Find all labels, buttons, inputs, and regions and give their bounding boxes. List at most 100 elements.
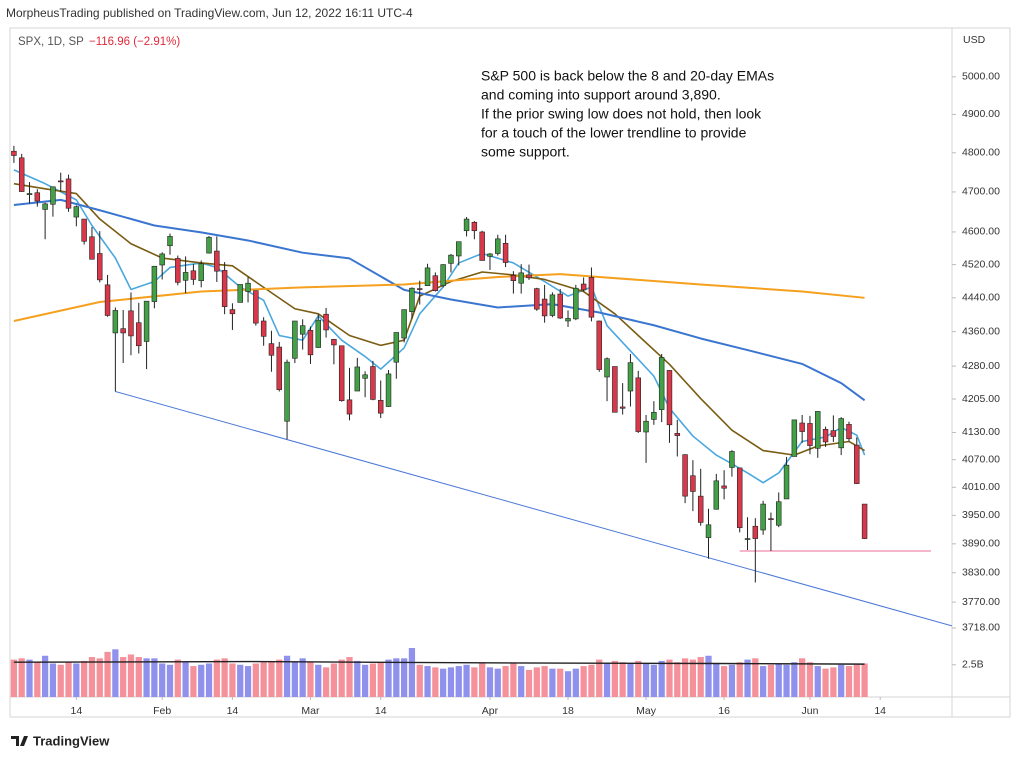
candle-body [573,287,579,320]
candle-body [658,357,665,410]
volume-bar [783,664,790,697]
volume-bar [455,666,462,697]
volume-bar [18,658,25,697]
candle-body [229,309,236,315]
volume-bar [658,660,665,697]
candle-body [463,218,470,232]
x-tick-label: 18 [562,705,574,717]
volume-bar [299,658,306,697]
volume-bar [666,659,673,697]
volume-bar [393,658,400,697]
candle-body [97,253,103,281]
volume-bar [681,658,689,697]
candle-body [596,320,602,370]
volume-bar [174,659,181,697]
volume-bar [361,664,369,697]
volume-bar [143,658,150,697]
volume-bar [41,655,49,697]
volume-bar [268,660,275,697]
candle-body [830,430,837,437]
volume-bar [720,666,728,697]
volume-bar [229,663,236,697]
candle-body [151,265,158,302]
volume-bar [611,660,618,697]
candle-body [299,325,306,335]
volume-bar [674,662,681,697]
candle-body [744,538,751,540]
volume-bar [221,658,228,697]
candle-body [760,503,766,531]
volume-bar [572,668,579,697]
candle-body [565,318,571,322]
volume-bar [276,659,283,697]
y-tick-label: 3830.00 [962,567,1000,579]
volume-average [13,660,865,665]
x-tick-label: Jun [801,705,818,717]
y-tick-label: 4130.00 [962,426,1000,438]
candle-body [697,495,704,523]
volume-bar [580,666,587,697]
y-tick-label: 4800.00 [962,147,1000,159]
candle-body [401,309,407,339]
volume-bar [627,663,634,697]
brand-logo: TradingView [11,733,110,748]
candle-body [73,206,80,218]
candle-body [409,287,415,312]
candle-body [448,254,454,264]
candle-body [34,192,41,202]
volume-bar [205,663,213,697]
candle-body [120,328,126,334]
x-tick-label: May [636,705,657,717]
candle-body [619,406,626,409]
candle-body [674,433,681,436]
x-tick-label: 14 [227,705,239,717]
candle-body [526,274,532,279]
volume-bar [213,659,220,697]
volume-bar [346,657,353,697]
x-tick-label: 14 [70,705,82,717]
volume-bar [502,666,509,697]
volume-bar [260,662,267,697]
volume-bar [494,668,501,697]
brand-name: TradingView [33,733,110,748]
volume-bar [557,668,564,697]
axes: 14 Feb 14 Mar 14 Apr 18 May 16 Jun 14 2.5B 5000.00 49… [70,71,1000,717]
candle-body [112,310,119,334]
volume-bar [619,662,626,697]
y-tick-label: 4010.00 [962,481,1000,493]
volume-bar [752,658,759,697]
volume-bar [96,658,103,697]
volume-bar [799,658,806,697]
candle-body [338,345,345,402]
candle-body [838,418,844,449]
volume-bar [845,666,853,697]
volume-bar [533,667,540,697]
note-line: for a touch of the lower trendline to pr… [481,125,747,141]
volume-bar [564,671,572,697]
y-tick-label: 4205.00 [962,393,1000,405]
candle-body [440,264,446,286]
volume-bar [73,663,80,697]
candle-body [776,501,782,526]
candle-body [393,332,400,363]
candle-body [362,374,368,379]
volume-bar [775,663,782,697]
candle-body [549,294,556,316]
volume-bar [416,664,423,697]
y-tick-label: 4070.00 [962,453,1000,465]
candle-body [604,358,610,378]
volume-bar [385,659,392,697]
candle-body [315,319,321,348]
y-tick-label: 3950.00 [962,509,1000,521]
note-line: some support. [481,144,570,160]
candle-body [635,377,641,432]
volume-bar [104,651,111,697]
volume-bar [432,667,439,697]
volume-bar [767,664,775,697]
annotation: S&P 500 is back below the 8 and 20-day E… [481,68,774,160]
volume-bar [689,659,697,697]
candle-body [471,221,478,232]
volume-bar [377,662,384,697]
y-tick-label: 4600.00 [962,226,1000,238]
